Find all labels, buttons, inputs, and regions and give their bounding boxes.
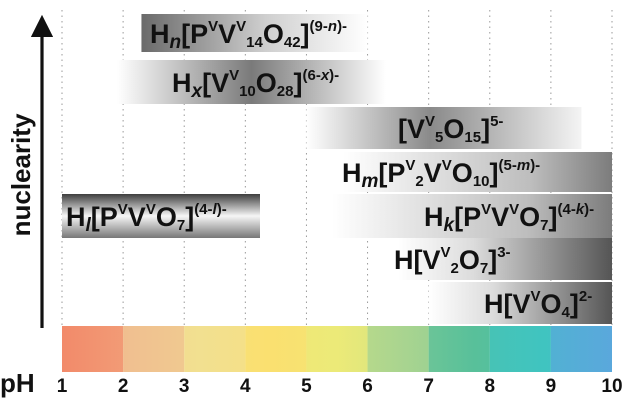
species-label-3: [VV5O15]5- [398,113,503,146]
x-tick-9: 9 [546,376,557,397]
species-bars [62,14,612,324]
x-tick-6: 6 [362,376,373,397]
y-axis-title: nuclearity [6,113,36,236]
species-bar-8 [428,282,612,324]
species-bar-1 [141,14,368,52]
species-bar-5 [62,194,260,238]
x-tick-1: 1 [57,376,68,397]
species-label-1: Hn[PVVV14O42](9-n)- [150,18,347,53]
x-tick-4: 4 [240,376,251,397]
x-tick-5: 5 [301,376,312,397]
x-tick-2: 2 [118,376,129,397]
x-tick-7: 7 [423,376,434,397]
species-label-6: Hk[PVVVO7](4-k)- [424,201,594,236]
species-label-7: H[VV2O7]3- [394,244,511,277]
species-bar-6 [332,194,612,238]
ph-color-scale [62,326,612,372]
species-bar-3 [306,107,582,149]
x-axis-title: pH [0,368,35,398]
species-bar-4 [343,152,612,192]
y-axis: nuclearity [6,14,54,328]
x-tick-8: 8 [484,376,495,397]
x-tick-10: 10 [601,376,622,397]
x-tick-labels: 1 2 3 4 5 6 7 8 9 10 [57,376,623,397]
species-labels: Hn[PVVV14O42](9-n)- Hx[VV10O28](6-x)- [VV5… [66,18,594,321]
species-label-2: Hx[VV10O28](6-x)- [172,67,339,102]
x-tick-3: 3 [179,376,190,397]
species-bar-2 [117,60,386,104]
ph-scale-blend [62,326,612,372]
species-bar-7 [398,238,612,280]
species-label-8: H[VVO4]2- [484,288,592,321]
species-label-5: Hl[PVVVO7](4-l)- [66,201,227,236]
species-label-4: Hm[PV2VVO10](5-m)- [342,157,540,192]
